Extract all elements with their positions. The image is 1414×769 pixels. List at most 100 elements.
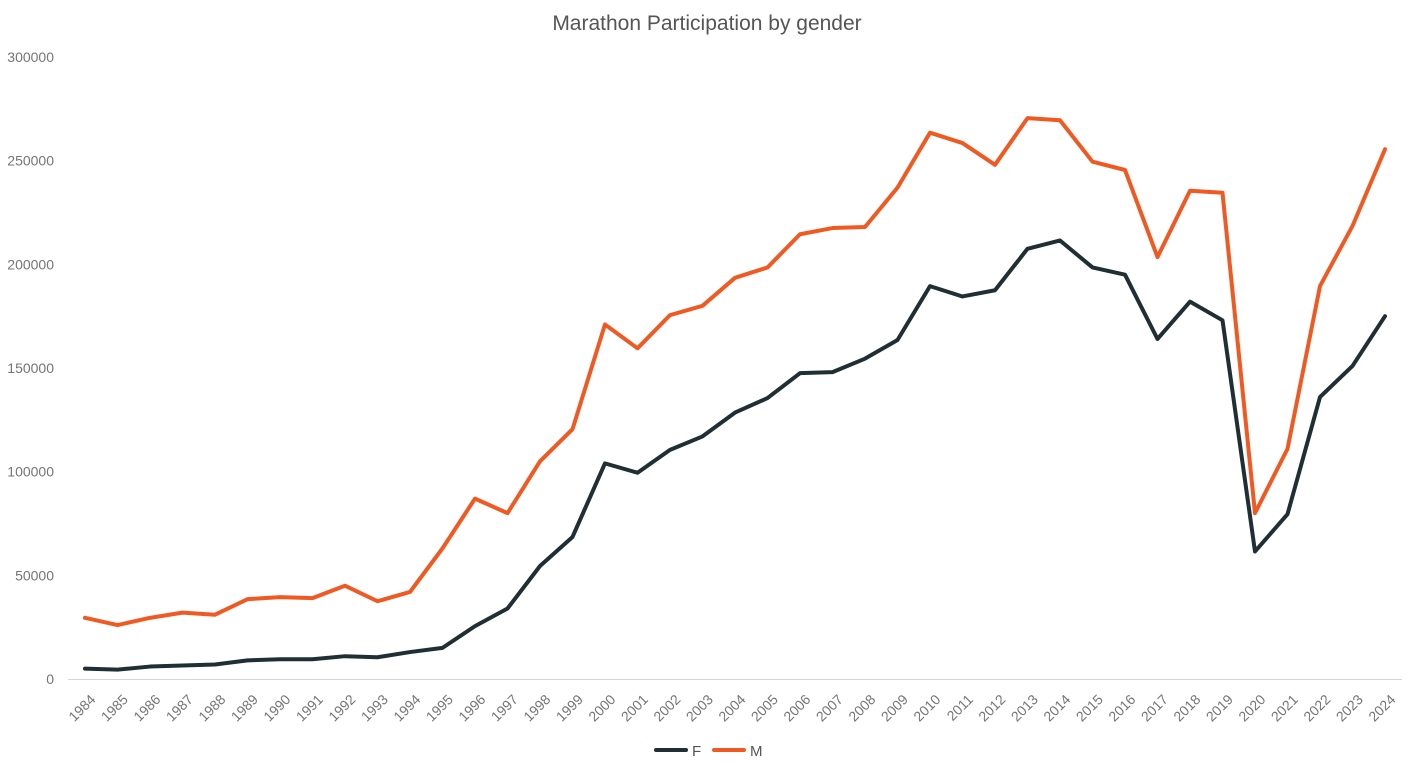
x-tick-label: 2004 (715, 691, 748, 724)
data-point (1091, 160, 1094, 164)
data-point (993, 288, 997, 292)
y-tick-label: 250000 (7, 153, 54, 169)
data-point (278, 595, 282, 599)
x-tick-label: 2018 (1170, 691, 1203, 724)
data-point (1383, 147, 1387, 151)
data-point (538, 564, 542, 568)
data-point (1188, 300, 1192, 304)
x-tick-label: 2013 (1008, 691, 1041, 724)
x-tick-label: 1999 (553, 691, 586, 724)
data-point (1351, 364, 1354, 368)
x-tick-label: 1985 (98, 691, 131, 724)
x-tick-label: 2014 (1040, 691, 1073, 724)
data-point (473, 624, 477, 628)
x-tick-label: 2005 (748, 691, 781, 724)
x-tick-label: 2015 (1073, 691, 1106, 724)
data-point (603, 322, 607, 326)
data-point (408, 590, 412, 594)
data-point (1318, 284, 1322, 288)
data-point (246, 597, 249, 601)
data-point (766, 396, 769, 400)
x-tick-label: 1996 (455, 691, 488, 724)
data-point (701, 304, 704, 308)
x-tick-label: 2023 (1333, 691, 1366, 724)
x-tick-label: 1991 (293, 691, 326, 724)
legend-item-m: M (712, 743, 763, 760)
x-tick-label: 1994 (390, 691, 423, 724)
x-tick-label: 2012 (975, 691, 1008, 724)
x-tick-label: 2007 (813, 691, 846, 724)
data-point (116, 668, 119, 672)
data-point (1318, 395, 1322, 399)
chart-title: Marathon Participation by gender (552, 12, 861, 35)
data-point (1091, 265, 1094, 269)
data-point (473, 497, 477, 501)
x-tick-label: 2016 (1105, 691, 1138, 724)
x-tick-label: 2006 (780, 691, 813, 724)
data-point (928, 284, 932, 288)
x-tick-label: 2020 (1235, 691, 1268, 724)
data-point (733, 411, 737, 415)
x-tick-label: 2009 (878, 691, 911, 724)
legend-label: F (692, 743, 701, 760)
data-point (571, 427, 574, 431)
data-point (1286, 447, 1289, 451)
data-point (213, 662, 217, 666)
x-tick-label: 2001 (618, 691, 651, 724)
x-tick-label: 2000 (585, 691, 618, 724)
x-axis: 1984 1985 1986 1987 1988 1989 1990 1991 1992 1993… (65, 679, 1402, 725)
data-point (1123, 168, 1127, 172)
data-point (1058, 118, 1062, 122)
data-point (1221, 191, 1224, 195)
data-point (148, 665, 152, 669)
series-f (83, 238, 1387, 672)
data-point (961, 141, 964, 145)
data-point (798, 371, 802, 375)
data-point (1156, 255, 1159, 259)
data-point (1188, 189, 1192, 193)
data-point (311, 657, 314, 661)
data-point (83, 667, 87, 671)
x-tick-label: 2017 (1138, 691, 1171, 724)
x-tick-label: 1990 (260, 691, 293, 724)
data-point (701, 434, 704, 438)
legend-label: M (750, 743, 763, 760)
data-point (376, 655, 379, 659)
series-line-m (83, 116, 1387, 628)
y-tick-label: 150000 (7, 360, 54, 376)
data-point (863, 357, 867, 361)
data-point (213, 613, 217, 617)
data-point (668, 313, 672, 317)
x-tick-label: 1998 (520, 691, 553, 724)
data-point (766, 265, 769, 269)
data-point (343, 654, 347, 658)
data-point (1383, 314, 1387, 318)
data-point (1026, 116, 1029, 120)
data-point (278, 657, 282, 661)
data-point (896, 186, 899, 190)
y-axis: 0 50000 100000 150000 200000 250000 300000 (7, 49, 54, 687)
x-tick-label: 1984 (65, 691, 98, 724)
data-point (343, 584, 347, 588)
data-point (441, 546, 444, 550)
data-point (181, 664, 184, 668)
x-tick-label: 1995 (423, 691, 456, 724)
data-point (636, 471, 639, 475)
x-tick-label: 2010 (910, 691, 943, 724)
data-point (1026, 247, 1029, 251)
x-tick-label: 1987 (163, 691, 196, 724)
x-tick-label: 1989 (228, 691, 261, 724)
y-tick-label: 300000 (7, 49, 54, 65)
data-point (961, 294, 964, 298)
data-point (1221, 318, 1224, 322)
data-point (148, 616, 152, 620)
data-point (571, 535, 574, 539)
data-point (506, 607, 509, 611)
x-tick-label: 2011 (943, 691, 976, 724)
data-point (376, 599, 379, 603)
x-tick-label: 2019 (1203, 691, 1236, 724)
legend-item-f: F (654, 743, 701, 760)
